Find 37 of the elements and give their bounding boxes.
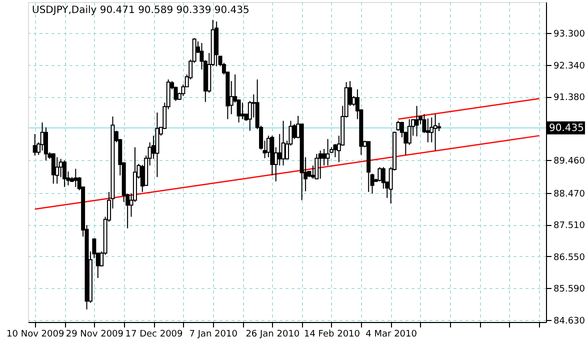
candlestick [240,102,245,120]
chart-title: USDJPY,Daily 90.471 90.589 90.339 90.435 [32,5,250,16]
candlestick [381,166,386,190]
y-tick-label: 87.510 [554,221,586,232]
y-tick-label: 92.340 [554,61,586,72]
candlestick [326,138,330,166]
candlestick [414,105,419,137]
x-tick-label: 7 Jan 2010 [189,330,238,340]
x-tick-label: 14 Feb 2010 [304,330,360,340]
y-tick-label: 84.630 [554,316,586,327]
candlestick [51,152,56,184]
candlestick [44,126,48,162]
y-tick-label: 88.470 [554,189,586,200]
candlestick [426,118,430,143]
x-tick-label: 17 Dec 2009 [125,330,184,340]
candlestick [322,148,326,166]
y-tick-label: 93.300 [554,30,586,40]
candlestick [281,120,286,166]
candlestick [396,120,400,132]
candlestick [370,173,374,194]
x-tick-label: 29 Nov 2009 [66,330,124,340]
candlestick [433,114,438,152]
candlestick [278,134,282,166]
candlestick [74,168,78,188]
candlestick [62,160,67,188]
candlestick [314,153,319,180]
y-tick-label: 89.460 [554,156,586,167]
candlestick [333,143,338,158]
x-tick-label: 26 Jan 2010 [246,330,300,340]
y-tick-label: 85.590 [554,284,586,295]
x-tick-label: 10 Nov 2009 [6,330,64,340]
y-tick-label: 86.550 [554,252,586,263]
y-tick-label: 91.380 [554,93,586,104]
candlestick [55,156,60,184]
candlestick [378,166,382,182]
x-tick-label: 4 Mar 2010 [366,330,418,340]
ref-line-label: 90.435 [549,122,584,134]
